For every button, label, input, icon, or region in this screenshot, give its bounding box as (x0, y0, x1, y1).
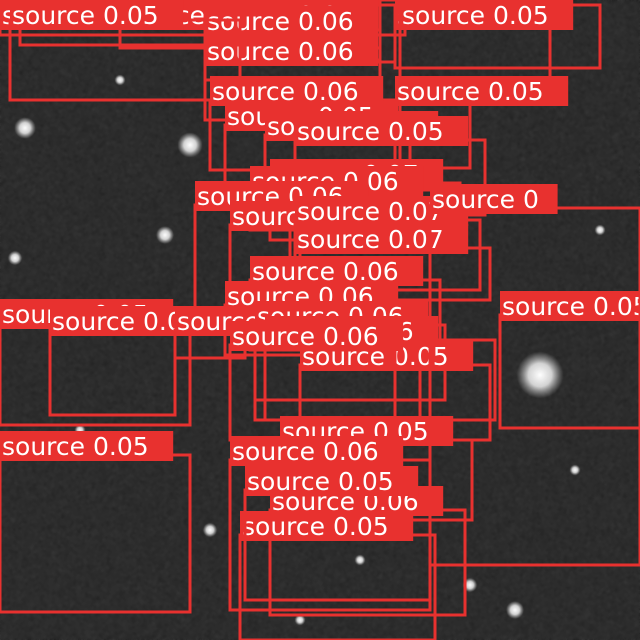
detection-box (498, 313, 640, 430)
detection-11: source 0.05 (393, 76, 569, 170)
detection-label: source 0.06 (232, 437, 379, 466)
detection-label: source 0.05 (247, 467, 394, 496)
detection-30: source 0.06 (228, 321, 404, 442)
detection-31: source 0.05 (0, 431, 192, 614)
detection-tag (245, 466, 419, 496)
detection-tag (400, 0, 574, 30)
detection-9: source 0.05 (8, 0, 242, 102)
detection-37: source 0.05 (238, 511, 437, 640)
detection-label: source 0.06 (207, 37, 354, 66)
detection-20: source 0.07 (293, 224, 492, 302)
detection-tag (430, 184, 558, 214)
detection-label: source 0.05 (242, 512, 389, 541)
detection-tag (500, 291, 640, 321)
detection-label: source 0.05 (297, 117, 444, 146)
detection-label: source 0.05 (502, 292, 640, 321)
detection-38: source 0.05 (243, 466, 432, 602)
detection-tag (10, 0, 184, 30)
detection-tag (0, 431, 174, 461)
detection-tag (230, 436, 404, 466)
detection-box (48, 328, 177, 417)
detection-tag (240, 511, 414, 541)
detection-label: source 0.05 (402, 1, 549, 30)
detection-7: source 0.05 (398, 0, 574, 100)
detection-33: source 0 (428, 184, 640, 567)
detection-label: source 0.07 (297, 225, 444, 254)
detection-box (0, 453, 192, 614)
detection-tag (295, 224, 469, 254)
detection-tag (295, 116, 469, 146)
detection-label: source 0.06 (232, 322, 379, 351)
detection-tag (395, 76, 569, 106)
detection-14: source 0.05 (293, 116, 487, 217)
detection-32: source 0.05 (498, 291, 640, 430)
detection-box (0, 321, 192, 427)
detection-tag (205, 36, 379, 66)
detection-label: source 0.05 (397, 77, 544, 106)
detection-label: source 0.05 (2, 432, 149, 461)
detection-tag (230, 321, 404, 351)
detection-label: source 0 (432, 185, 539, 214)
detection-label: source 0.07 (297, 197, 444, 226)
detection-label: source 0.05 (12, 1, 159, 30)
